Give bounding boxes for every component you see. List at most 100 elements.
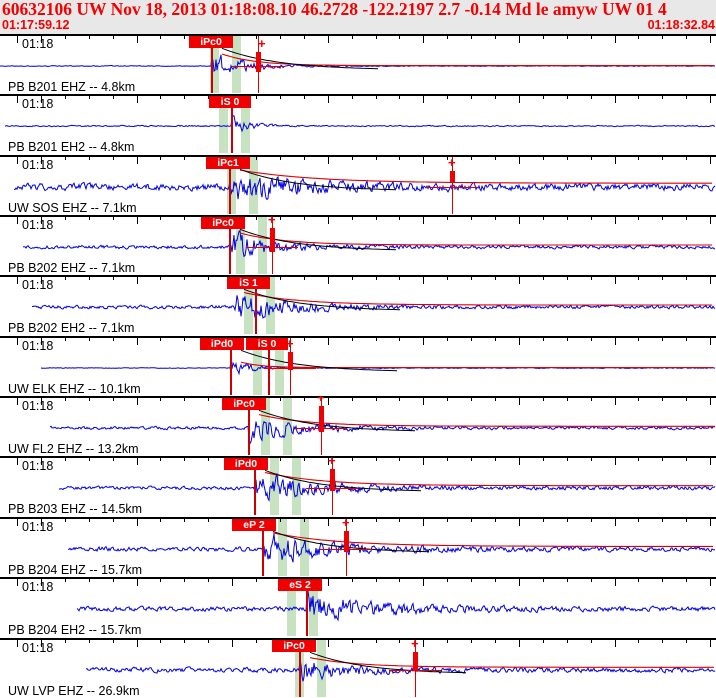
axis-tick xyxy=(41,516,42,526)
trace-panel[interactable]: iPc0 +01:18 UW LVP EHZ -- 26.9km xyxy=(0,637,716,697)
axis-tick xyxy=(423,396,424,406)
theoretical-decay-curve xyxy=(239,168,397,190)
axis-tick xyxy=(519,335,520,345)
axis-tick xyxy=(184,396,185,402)
window-end-time: 01:18:32.84 xyxy=(647,18,715,32)
amplitude-bar[interactable] xyxy=(413,651,418,671)
time-label-tick xyxy=(17,458,18,466)
axis-tick xyxy=(638,335,639,341)
time-window-band xyxy=(235,217,245,275)
amplitude-bar[interactable] xyxy=(330,469,335,492)
amplitude-bar[interactable] xyxy=(344,530,349,552)
axis-tick xyxy=(65,34,66,39)
phase-pick-line[interactable] xyxy=(255,277,257,335)
phase-pick-line[interactable] xyxy=(299,639,301,697)
time-axis xyxy=(0,456,716,459)
axis-tick xyxy=(113,335,114,341)
axis-tick xyxy=(399,516,400,522)
axis-tick xyxy=(41,215,42,225)
axis-tick xyxy=(686,275,687,281)
trace-panel[interactable]: iPc0 +01:18 PB B202 EHZ -- 7.1km xyxy=(0,215,716,275)
trace-panel[interactable]: eP 2 +01:18 PB B204 EHZ -- 15.7km xyxy=(0,516,716,576)
coda-decay-curve xyxy=(239,232,712,246)
axis-tick xyxy=(519,637,520,647)
phase-pick-flag[interactable]: iPd0 xyxy=(224,458,268,471)
trace-panel[interactable]: iPd0 iS 0 +01:18 UW ELK EHZ -- 10.1km xyxy=(0,335,716,395)
channel-label: PB B202 EH2 -- 7.1km xyxy=(8,321,135,335)
axis-tick xyxy=(89,456,90,462)
trace-panel[interactable]: iPc0 +01:18 PB B201 EHZ -- 4.8km xyxy=(0,34,716,93)
phase-pick-flag[interactable]: iPc0 xyxy=(189,36,233,48)
axis-tick xyxy=(137,215,138,225)
amplitude-bar[interactable] xyxy=(270,228,275,253)
amplitude-plus-icon: + xyxy=(268,215,276,228)
phase-pick-line[interactable] xyxy=(231,96,233,154)
phase-pick-line[interactable] xyxy=(306,579,308,637)
channel-label: UW FL2 EHZ -- 13.2km xyxy=(8,442,139,456)
axis-tick xyxy=(352,34,353,39)
axis-tick xyxy=(113,637,114,643)
time-label-tick xyxy=(17,156,18,164)
amplitude-bar[interactable] xyxy=(256,52,261,72)
phase-pick-line[interactable] xyxy=(230,337,232,395)
phase-pick-flag[interactable]: iS 0 xyxy=(246,337,288,350)
phase-pick-line[interactable] xyxy=(211,36,213,93)
trace-panel[interactable]: iPd0 +01:18 PB B203 EHZ -- 14.5km xyxy=(0,456,716,516)
amplitude-bar[interactable] xyxy=(288,351,293,370)
phase-pick-flag[interactable]: eP 2 xyxy=(232,518,276,531)
phase-pick-flag[interactable]: iPc1 xyxy=(206,156,250,169)
phase-pick-line[interactable] xyxy=(254,458,256,516)
trace-panel[interactable]: iS 0 01:18 PB B201 EH2 -- 4.8km xyxy=(0,94,716,154)
axis-tick xyxy=(519,516,520,526)
time-window-band xyxy=(218,96,228,154)
axis-tick xyxy=(686,637,687,643)
amplitude-marker-line[interactable] xyxy=(452,156,453,214)
time-window-band xyxy=(278,518,287,576)
panel-time-label: 01:18 xyxy=(22,338,54,353)
phase-pick-line[interactable] xyxy=(229,156,231,214)
phase-pick-line[interactable] xyxy=(268,337,270,395)
axis-tick xyxy=(41,154,42,164)
axis-tick xyxy=(447,456,448,462)
channel-label: PB B204 EH2 -- 15.7km xyxy=(8,623,142,637)
seismic-waveform xyxy=(0,47,716,73)
trace-panel[interactable]: iS 1 01:18 PB B202 EH2 -- 7.1km xyxy=(0,275,716,335)
seismic-waveform xyxy=(85,651,716,681)
axis-tick xyxy=(65,275,66,281)
trace-panel[interactable]: eS 2 01:18 PB B204 EH2 -- 15.7km xyxy=(0,577,716,637)
phase-pick-flag[interactable]: iS 1 xyxy=(227,277,270,290)
axis-tick xyxy=(399,275,400,281)
axis-tick xyxy=(89,335,90,341)
axis-tick xyxy=(710,637,711,647)
axis-tick xyxy=(328,516,329,526)
phase-pick-line[interactable] xyxy=(262,518,264,576)
phase-pick-line[interactable] xyxy=(229,217,231,275)
amplitude-plus-icon: + xyxy=(411,637,419,651)
axis-tick xyxy=(591,335,592,341)
amplitude-bar[interactable] xyxy=(450,170,455,182)
phase-pick-flag[interactable]: iPc0 xyxy=(201,217,245,230)
phase-pick-flag[interactable]: iS 0 xyxy=(209,96,251,109)
phase-pick-flag[interactable]: iPc0 xyxy=(222,398,266,411)
amplitude-bar[interactable] xyxy=(319,406,324,433)
axis-tick xyxy=(662,456,663,462)
axis-tick xyxy=(686,516,687,522)
phase-pick-line[interactable] xyxy=(248,398,250,456)
phase-pick-flag[interactable]: iPc0 xyxy=(272,639,316,652)
axis-tick xyxy=(41,396,42,406)
phase-pick-flag[interactable]: iPd0 xyxy=(200,337,244,350)
trace-panel[interactable]: iPc0 +01:18 UW FL2 EHZ -- 13.2km xyxy=(0,396,716,456)
axis-tick xyxy=(280,154,281,160)
trace-panel[interactable]: iPc1 +01:18 UW SOS EHZ -- 7.1km xyxy=(0,154,716,214)
trace-panel-stack[interactable]: iPc0 +01:18 PB B201 EHZ -- 4.8km iS 0 01:18 P… xyxy=(0,34,716,698)
axis-tick xyxy=(543,154,544,160)
axis-tick xyxy=(447,94,448,100)
axis-tick xyxy=(113,215,114,221)
phase-pick-flag[interactable]: eS 2 xyxy=(278,579,322,592)
axis-tick xyxy=(591,154,592,160)
axis-tick xyxy=(113,154,114,160)
axis-tick xyxy=(615,577,616,587)
time-window-band xyxy=(227,156,236,214)
axis-tick xyxy=(137,577,138,587)
